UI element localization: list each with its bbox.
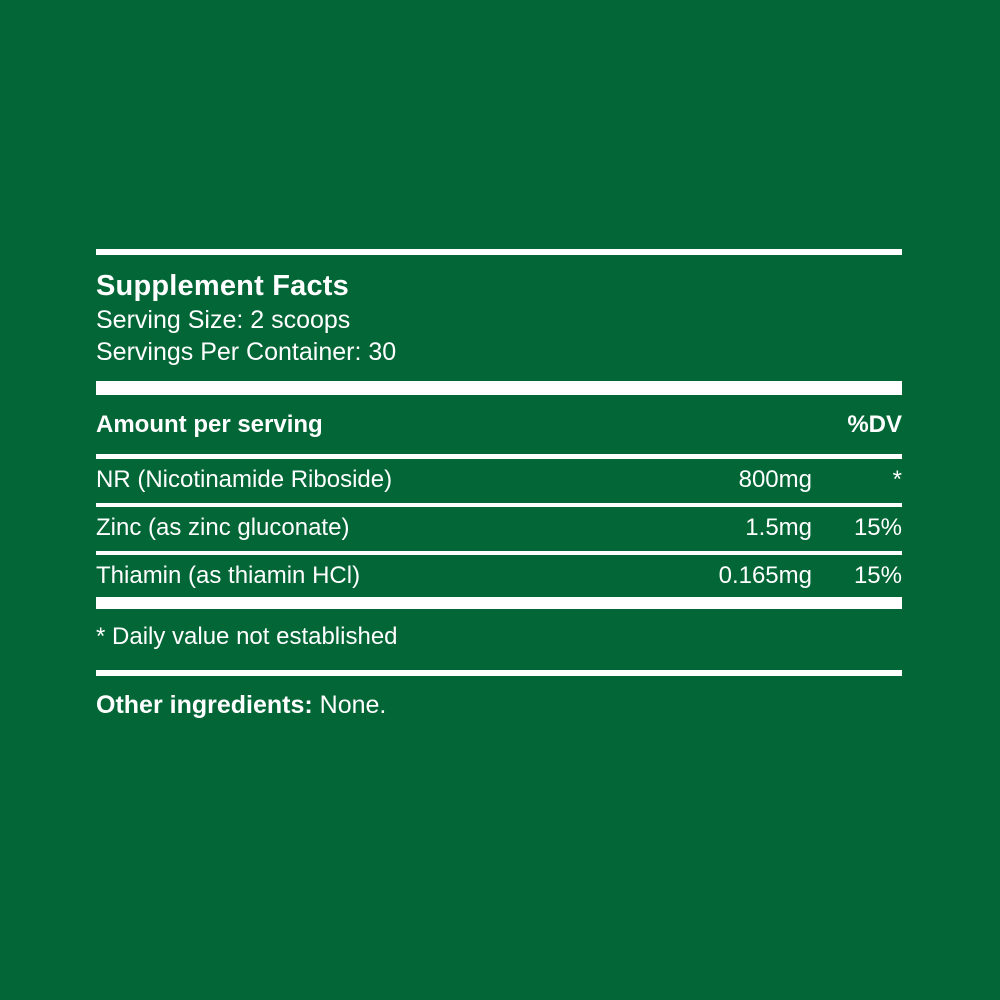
table-header: Amount per serving %DV (96, 413, 902, 437)
section-rule-thick (96, 381, 902, 396)
nutrient-dv: 15% (853, 561, 902, 589)
top-rule (96, 249, 902, 255)
supplement-facts-panel: Supplement Facts Serving Size: 2 scoops … (96, 249, 902, 719)
header-rule (96, 454, 902, 460)
amount-per-serving-heading: Amount per serving (96, 411, 323, 439)
serving-size: Serving Size: 2 scoops (96, 306, 351, 335)
servings-per-container: Servings Per Container: 30 (96, 338, 397, 367)
nutrient-dv: 15% (853, 514, 902, 542)
nutrient-dv: * (892, 466, 902, 494)
table-row: Thiamin (as thiamin HCl) 0.165mg 15% (96, 562, 902, 590)
section-rule-thick (96, 597, 902, 610)
nutrient-name: NR (Nicotinamide Riboside) (96, 466, 393, 494)
nutrient-amount: 800mg (738, 466, 812, 494)
other-ingredients: Other ingredients: None. (96, 690, 902, 720)
footnote-rule (96, 669, 902, 676)
nutrient-name: Thiamin (as thiamin HCl) (96, 561, 361, 589)
table-row: NR (Nicotinamide Riboside) 800mg * (96, 466, 902, 494)
serving-info: Serving Size: 2 scoops Servings Per Cont… (96, 304, 902, 368)
table-row: Zinc (as zinc gluconate) 1.5mg 15% (96, 514, 902, 542)
percent-dv-heading: %DV (847, 411, 902, 439)
other-ingredients-label: Other ingredients: (96, 690, 313, 719)
nutrient-name: Zinc (as zinc gluconate) (96, 514, 350, 542)
other-ingredients-text: None. (319, 690, 387, 719)
label-title: Supplement Facts (96, 270, 349, 302)
nutrient-amount: 1.5mg (745, 514, 812, 542)
row-rule (96, 503, 902, 508)
nutrient-amount: 0.165mg (718, 561, 812, 589)
daily-value-footnote: * Daily value not established (96, 623, 398, 651)
row-rule (96, 550, 902, 555)
